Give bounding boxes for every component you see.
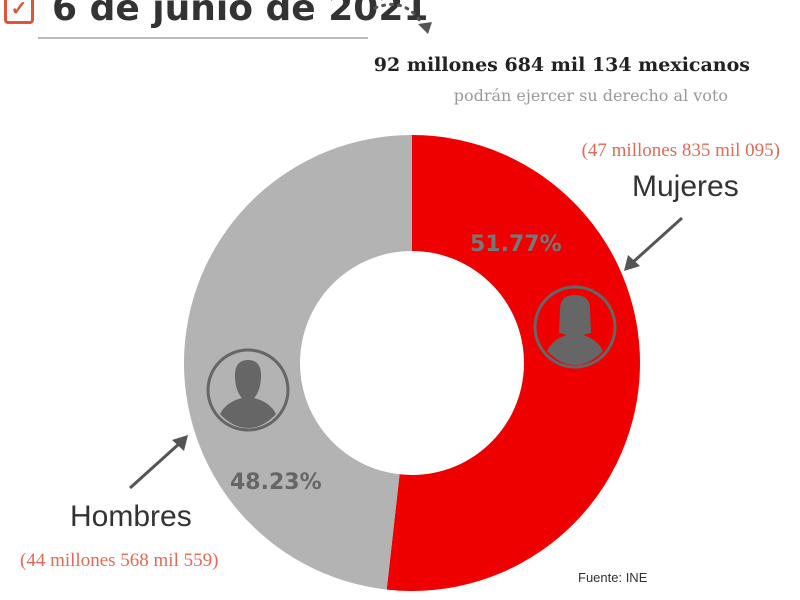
title-underline xyxy=(38,37,368,39)
hombres-pointer-arrow xyxy=(128,435,188,490)
woman-icon xyxy=(533,285,617,369)
mujeres-percent-label: 51.77% xyxy=(470,232,562,257)
slice-mujeres xyxy=(386,135,640,591)
total-voters: 92 millones 684 mil 134 mexicanos xyxy=(373,54,750,76)
source-note: Fuente: INE xyxy=(578,570,648,585)
mujeres-label: Mujeres xyxy=(632,170,739,203)
hombres-label: Hombres xyxy=(70,500,192,533)
mujeres-pointer-arrow xyxy=(624,216,684,271)
date-title: 6 de junio de 2021 xyxy=(52,0,429,29)
hombres-count: (44 millones 568 mil 559) xyxy=(20,550,219,571)
dotted-arrow-icon xyxy=(373,3,432,34)
slice-hombres xyxy=(183,135,412,590)
man-icon xyxy=(206,348,290,432)
hombres-percent-label: 48.23% xyxy=(230,470,322,495)
mujeres-count: (47 millones 835 mil 095) xyxy=(581,140,780,161)
calendar-check-icon: ✓ xyxy=(4,0,34,24)
subtitle: podrán ejercer su derecho al voto xyxy=(453,86,728,105)
